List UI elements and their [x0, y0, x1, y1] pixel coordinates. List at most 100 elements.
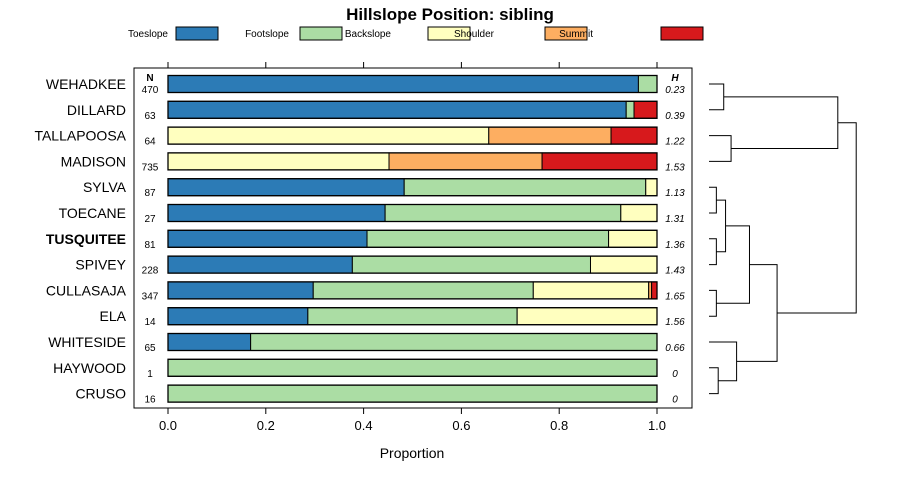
x-tick-label: 1.0 [648, 418, 666, 433]
row-label: TALLAPOOSA [34, 128, 126, 144]
dendrogram-branch [709, 83, 725, 111]
bars [167, 74, 658, 403]
h-value: 0.66 [665, 343, 685, 354]
n-value: 470 [142, 85, 159, 96]
bar-segment-toeslope [167, 281, 314, 300]
bar-segment-summit [610, 126, 658, 145]
row-label: WEHADKEE [46, 76, 126, 92]
legend-label-shoulder: Shoulder [454, 29, 495, 40]
bar-segment-backslope [516, 307, 658, 326]
n-value: 16 [144, 395, 156, 406]
row-label: TUSQUITEE [46, 231, 126, 247]
bar-segment-toeslope [167, 178, 405, 197]
bar-segment-summit [651, 281, 658, 300]
bar-segment-toeslope [167, 100, 627, 119]
h-value: 0.39 [665, 111, 685, 122]
bar-outline [167, 384, 658, 403]
bar-segment-shoulder [388, 152, 543, 171]
bar-segment-footslope [307, 307, 518, 326]
bar-segment-toeslope [167, 333, 252, 351]
dendrogram-branch [709, 186, 717, 214]
bar-outline [167, 152, 658, 171]
row-label: HAYWOOD [53, 360, 126, 376]
legend-swatch-backslope [427, 26, 471, 41]
legend-swatch-summit [660, 26, 704, 41]
bar-segment-footslope [384, 204, 622, 222]
dendrogram-branch [709, 367, 719, 395]
h-value: 1.65 [665, 291, 685, 302]
row-label: WHITESIDE [48, 334, 126, 350]
dendrogram [709, 83, 857, 395]
row-label: SPIVEY [75, 257, 126, 273]
plot-frame [133, 67, 693, 409]
bar-segment-toeslope [167, 255, 353, 274]
legend-label-backslope: Backslope [345, 29, 392, 40]
dendrogram-branch [716, 225, 750, 304]
bar-segment-footslope [625, 100, 635, 119]
n-value: 27 [144, 214, 156, 225]
x-axis-label: Proportion [380, 445, 445, 461]
n-value: 81 [144, 240, 156, 251]
legend-swatch-footslope [299, 26, 343, 41]
dendrogram-branch [709, 341, 738, 382]
n-value: 64 [144, 137, 156, 148]
h-value: 0.23 [665, 85, 685, 96]
x-tick-label: 0.6 [452, 418, 470, 433]
bar-segment-footslope [637, 75, 658, 93]
bar-segment-shoulder [488, 126, 612, 145]
legend-swatch-shoulder [544, 26, 588, 41]
n-value: 87 [144, 188, 156, 199]
x-tick-label: 0.2 [257, 418, 275, 433]
legend-label-footslope: Footslope [245, 29, 289, 40]
bar-segment-backslope [608, 229, 658, 248]
n-value: 735 [142, 162, 159, 173]
top-ticks [167, 62, 658, 68]
bar-segment-footslope [250, 333, 658, 351]
bar-segment-backslope [532, 281, 650, 300]
h-value: 0 [672, 395, 678, 406]
n-value: 14 [144, 317, 156, 328]
bar-segment-toeslope [167, 204, 386, 222]
bar-outline [167, 307, 658, 326]
dendrogram-branch [777, 122, 857, 314]
dendrogram-branch [723, 96, 839, 149]
bar-outline [167, 74, 658, 94]
legend: Toeslope Footslope Backslope Shoulder Summit [128, 26, 704, 41]
row-labels: WEHADKEE DILLARD TALLAPOOSA MADISON SYLVA TOE… [34, 76, 126, 402]
legend-label-summit: Summit [559, 29, 593, 40]
x-tick-label: 0.8 [550, 418, 568, 433]
bar-segment-footslope [167, 384, 658, 403]
row-label: MADISON [61, 153, 126, 169]
x-tick-label: 0.4 [355, 418, 373, 433]
dendrogram-branch [716, 199, 727, 253]
bar-outline [167, 255, 658, 274]
n-header: N [146, 73, 153, 84]
legend-swatch-toeslope [175, 26, 219, 41]
n-value: 65 [144, 343, 156, 354]
n-value: 63 [144, 111, 156, 122]
dendrogram-branch [709, 238, 717, 266]
h-header: H [671, 73, 679, 84]
bar-outline [167, 126, 658, 145]
bar-outline [167, 281, 658, 300]
row-label: ELA [100, 308, 127, 324]
bar-segment-toeslope [167, 229, 368, 248]
bar-segment-summit [541, 152, 658, 171]
x-tick-label: 0.0 [159, 418, 177, 433]
bar-segment-toeslope [167, 307, 309, 326]
bar-segment-footslope [366, 229, 610, 248]
bar-segment-backslope [167, 126, 490, 145]
h-value: 0 [672, 369, 678, 380]
dendrogram-branch [736, 264, 778, 362]
bar-segment-footslope [351, 255, 591, 274]
bar-segment-backslope [167, 152, 390, 171]
bar-segment-backslope [620, 204, 658, 222]
chart-title: Hillslope Position: sibling [346, 5, 554, 24]
row-label: SYLVA [83, 179, 127, 195]
bar-outline [167, 229, 658, 248]
bar-segment-footslope [167, 358, 658, 377]
row-label: CRUSO [75, 386, 126, 402]
h-value: 1.36 [665, 240, 685, 251]
